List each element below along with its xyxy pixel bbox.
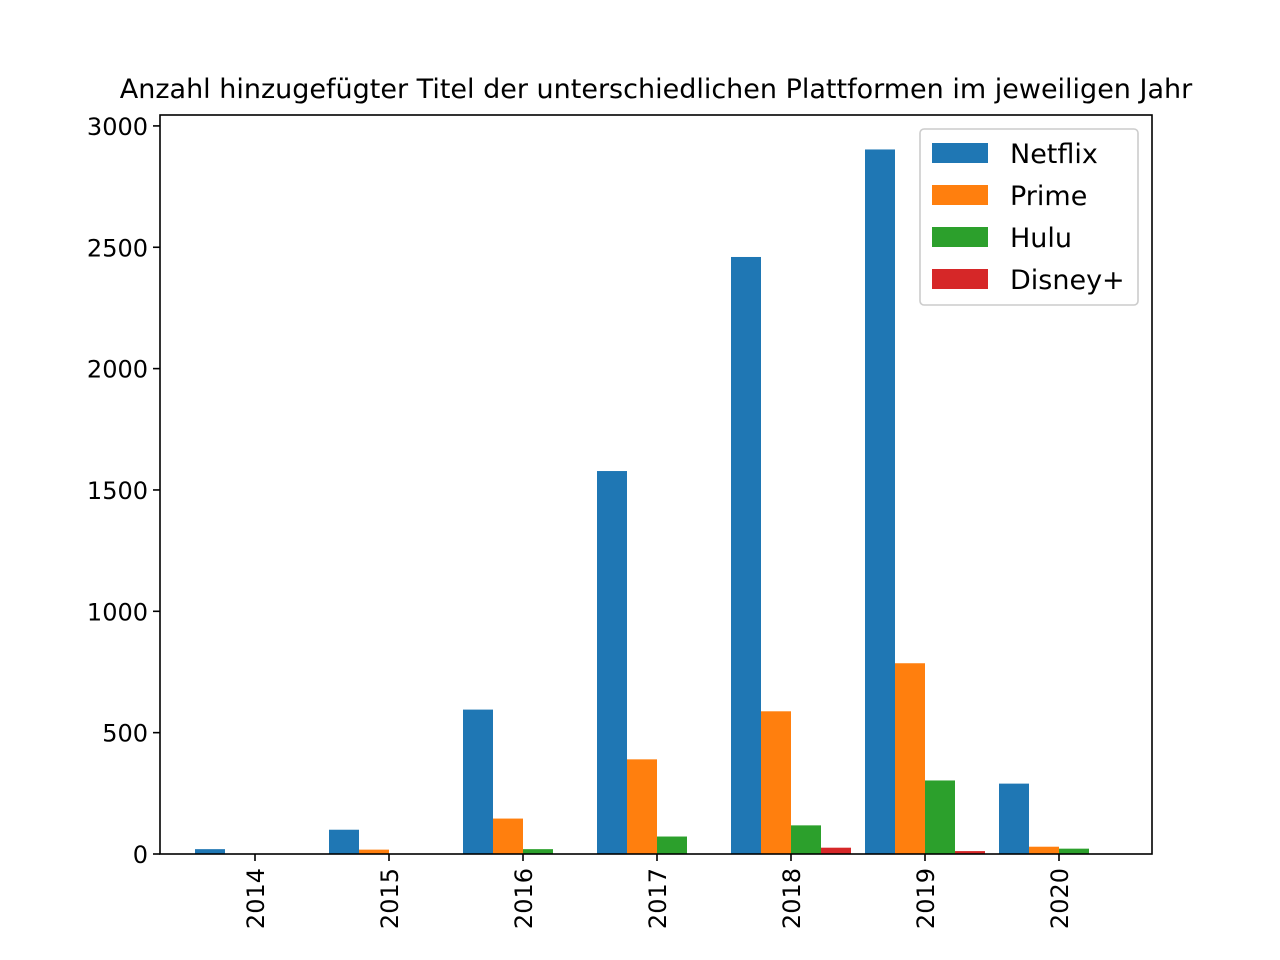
legend-label-disney: Disney+ (1010, 265, 1125, 296)
bar-prime-2018 (761, 711, 791, 854)
bar-prime-2015 (359, 849, 389, 854)
legend: Netflix Prime Hulu Disney+ (919, 128, 1139, 306)
x-axis: 2014 2015 2016 2017 2018 2019 2020 (242, 854, 1074, 929)
bar-prime-2020 (1029, 846, 1059, 854)
bar-netflix-2015 (329, 829, 359, 854)
y-tick-label: 1500 (87, 477, 148, 505)
legend-box (919, 128, 1139, 306)
x-tick-label: 2019 (912, 868, 940, 929)
bar-disney-2019 (955, 851, 985, 854)
x-tick-label: 2015 (376, 868, 404, 929)
y-axis: 0 500 1000 1500 2000 2500 3000 (87, 113, 160, 869)
bar-hulu-2016 (523, 849, 553, 854)
bar-netflix-2018 (731, 256, 761, 855)
legend-swatch-disney (932, 269, 988, 289)
bar-netflix-2019 (865, 149, 895, 854)
bar-prime-2016 (493, 818, 523, 854)
x-tick-label: 2018 (778, 868, 806, 929)
chart-title: Anzahl hinzugefügter Titel der unterschi… (120, 74, 1193, 105)
bar-netflix-2020 (999, 783, 1029, 854)
y-tick-label: 1000 (87, 598, 148, 626)
x-tick-label: 2017 (644, 868, 672, 929)
legend-swatch-hulu (932, 227, 988, 247)
y-tick-label: 0 (133, 841, 148, 869)
y-tick-label: 2000 (87, 356, 148, 384)
x-tick-label: 2016 (510, 868, 538, 929)
bar-netflix-2016 (463, 709, 493, 854)
legend-swatch-netflix (932, 143, 988, 163)
y-tick-label: 2500 (87, 234, 148, 262)
plot-frame (159, 114, 1153, 855)
bar-prime-2017 (627, 759, 657, 854)
legend-swatch-prime (932, 185, 988, 205)
legend-label-prime: Prime (1010, 181, 1087, 212)
y-tick-label: 3000 (87, 113, 148, 141)
bar-hulu-2018 (791, 825, 821, 854)
legend-label-netflix: Netflix (1010, 139, 1098, 170)
bar-hulu-2017 (657, 836, 687, 854)
bar-prime-2019 (895, 663, 925, 854)
bar-netflix-2017 (597, 471, 627, 854)
bar-disney-2018 (821, 847, 851, 854)
x-tick-label: 2014 (242, 868, 270, 929)
y-tick-label: 500 (102, 720, 148, 748)
bar-hulu-2019 (925, 780, 955, 854)
bars-group (195, 149, 1089, 855)
x-tick-label: 2020 (1046, 868, 1074, 929)
bar-netflix-2014 (195, 849, 225, 854)
bar-hulu-2020 (1059, 848, 1089, 854)
legend-label-hulu: Hulu (1010, 223, 1072, 254)
